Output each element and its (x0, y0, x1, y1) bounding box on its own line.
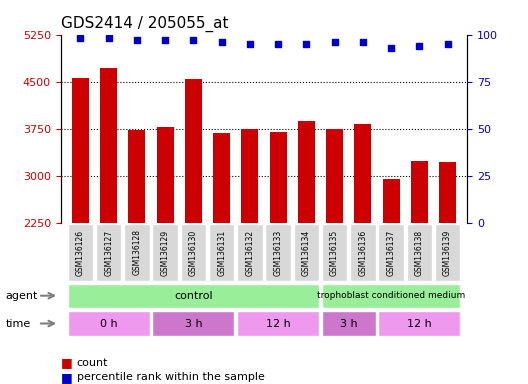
FancyBboxPatch shape (181, 224, 206, 281)
Bar (270, 132, 287, 223)
Text: agent: agent (5, 291, 37, 301)
Text: trophoblast conditioned medium: trophoblast conditioned medium (317, 291, 465, 300)
Text: GSM136127: GSM136127 (104, 229, 113, 276)
Bar (241, 129, 258, 223)
Text: ■: ■ (61, 356, 72, 369)
Text: count: count (77, 358, 108, 368)
FancyBboxPatch shape (237, 224, 262, 281)
Point (161, 37, 169, 43)
Point (444, 41, 452, 47)
Text: GSM136128: GSM136128 (133, 230, 142, 275)
Point (105, 35, 113, 41)
Text: GSM136126: GSM136126 (76, 229, 85, 276)
FancyBboxPatch shape (350, 224, 375, 281)
FancyBboxPatch shape (153, 224, 178, 281)
FancyBboxPatch shape (322, 224, 347, 281)
FancyBboxPatch shape (266, 224, 291, 281)
Text: percentile rank within the sample: percentile rank within the sample (77, 372, 265, 382)
Bar (157, 127, 174, 223)
Bar (383, 179, 400, 223)
Text: 0 h: 0 h (100, 318, 118, 329)
Text: control: control (174, 291, 213, 301)
FancyBboxPatch shape (379, 224, 404, 281)
Bar (326, 129, 343, 223)
FancyBboxPatch shape (96, 224, 121, 281)
Text: GSM136137: GSM136137 (386, 229, 395, 276)
Text: time: time (5, 318, 31, 329)
FancyBboxPatch shape (379, 311, 460, 336)
Text: GSM136132: GSM136132 (246, 229, 254, 276)
Point (218, 39, 226, 45)
FancyBboxPatch shape (322, 311, 375, 336)
FancyBboxPatch shape (68, 311, 149, 336)
Bar (128, 130, 145, 223)
FancyBboxPatch shape (407, 224, 432, 281)
Bar (411, 161, 428, 223)
Point (133, 37, 141, 43)
Point (246, 41, 254, 47)
Bar (298, 121, 315, 223)
Bar (72, 78, 89, 223)
Text: GSM136139: GSM136139 (443, 229, 452, 276)
Text: GSM136138: GSM136138 (415, 229, 424, 276)
FancyBboxPatch shape (153, 311, 234, 336)
Text: 12 h: 12 h (407, 318, 432, 329)
FancyBboxPatch shape (322, 283, 460, 308)
Text: GSM136133: GSM136133 (274, 229, 282, 276)
Point (189, 37, 197, 43)
Text: 12 h: 12 h (266, 318, 290, 329)
FancyBboxPatch shape (237, 311, 319, 336)
Point (331, 39, 339, 45)
Text: 3 h: 3 h (340, 318, 357, 329)
FancyBboxPatch shape (124, 224, 149, 281)
Point (76, 35, 84, 41)
Point (302, 41, 310, 47)
Text: GSM136131: GSM136131 (217, 229, 226, 276)
Bar (100, 68, 117, 223)
FancyBboxPatch shape (209, 224, 234, 281)
FancyBboxPatch shape (68, 283, 319, 308)
Point (415, 43, 423, 49)
FancyBboxPatch shape (294, 224, 319, 281)
FancyBboxPatch shape (68, 224, 93, 281)
Bar (439, 162, 456, 223)
Bar (213, 133, 230, 223)
Text: GSM136135: GSM136135 (330, 229, 339, 276)
Point (274, 41, 282, 47)
Point (387, 45, 395, 51)
Text: GSM136136: GSM136136 (359, 229, 367, 276)
Text: ■: ■ (61, 371, 72, 384)
Text: GSM136134: GSM136134 (302, 229, 311, 276)
Text: GDS2414 / 205055_at: GDS2414 / 205055_at (61, 16, 228, 32)
Point (359, 39, 367, 45)
Bar (185, 79, 202, 223)
Text: GSM136129: GSM136129 (161, 229, 169, 276)
Text: GSM136130: GSM136130 (189, 229, 198, 276)
FancyBboxPatch shape (435, 224, 460, 281)
Bar (354, 124, 371, 223)
Text: 3 h: 3 h (185, 318, 202, 329)
